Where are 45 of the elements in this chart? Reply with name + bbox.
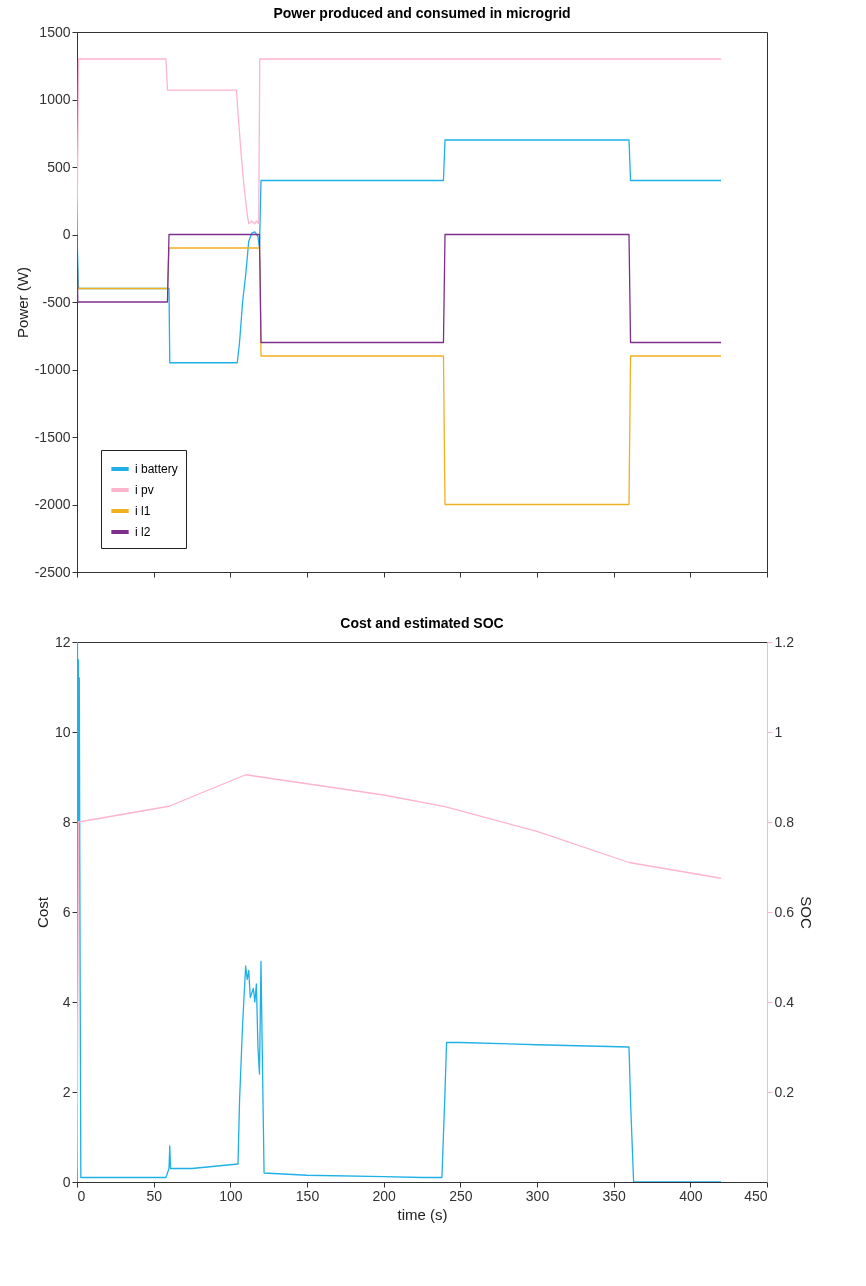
x-tick-label: 100 [219,1187,243,1204]
chart-title: Power produced and consumed in microgrid [273,5,571,21]
x-tick-label: 250 [449,1187,473,1204]
x-axis-title: time (s) [397,1205,448,1223]
y2-tick-label: 1 [774,723,783,740]
y-tick-label: 4 [62,993,71,1010]
legend-label: i pv [135,483,154,497]
legend-label: i l2 [135,525,151,539]
y-tick-label: -2500 [34,563,71,580]
y-tick-label: 1500 [39,23,71,40]
y-tick-label: 8 [62,813,71,830]
y-tick-label: -2000 [34,496,71,512]
y-tick-label: -500 [42,293,71,310]
y-tick-label: 0 [62,1173,71,1190]
y-tick-label: 0 [62,226,71,242]
legend-label: i l1 [135,504,151,518]
x-tick-label: 50 [146,1187,163,1204]
line-series [77,58,722,236]
y-tick-label: 2 [62,1083,71,1100]
legend-label: i battery [135,462,178,476]
x-tick-label: 400 [679,1187,703,1204]
y2-axis-title: SOC [797,896,815,929]
x-tick-label: 300 [525,1187,550,1204]
y-tick-label: 12 [54,633,71,650]
y2-tick-label: 0.6 [774,903,795,920]
y2-tick-label: 0.2 [774,1083,795,1100]
y-axis-title: Cost [33,896,51,928]
x-tick-label: 350 [602,1187,627,1204]
line-series [77,774,722,1182]
y-tick-label: -1500 [34,428,71,445]
x-tick-label: 200 [372,1187,397,1204]
x-tick-label: 0 [77,1187,86,1204]
y-tick-label: -1000 [34,361,71,377]
y2-tick-label: 1.2 [774,633,795,650]
y-tick-label: 1000 [39,91,71,107]
x-tick-label: 150 [295,1187,320,1204]
y-axis-title: Power (W) [13,267,31,338]
line-series [77,642,722,1182]
y2-tick-label: 0.4 [774,993,795,1010]
y2-tick-label: 0.8 [774,813,795,830]
y-tick-label: 500 [47,158,71,175]
y-tick-label: 6 [62,903,71,920]
y-tick-label: 10 [54,723,71,740]
chart-title: Cost and estimated SOC [340,615,504,631]
x-tick-label: 450 [744,1187,768,1204]
